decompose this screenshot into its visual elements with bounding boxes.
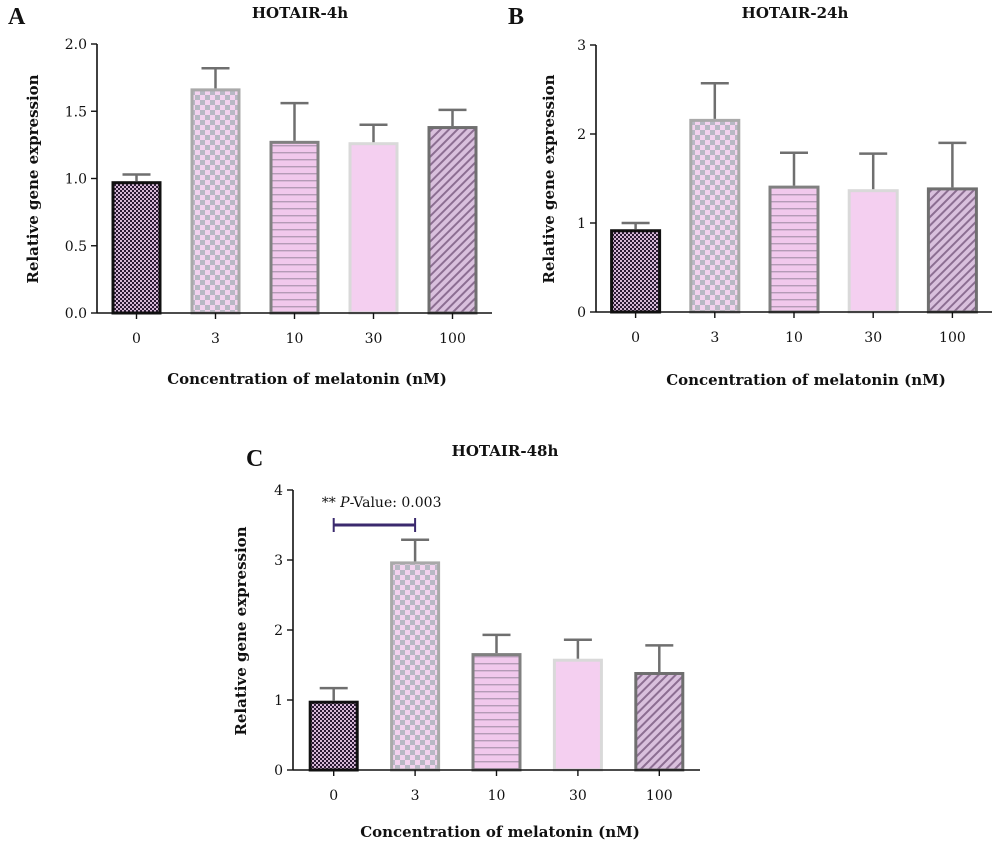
- y-tick-label: 1: [274, 693, 283, 709]
- x-tick-label: 0: [329, 788, 338, 804]
- x-tick-label: 10: [488, 788, 506, 804]
- x-tick-label: 0: [631, 330, 640, 346]
- x-tick-label: 3: [211, 331, 220, 347]
- x-tick-label: 10: [785, 330, 803, 346]
- bar-10: [471, 653, 522, 772]
- bar-100: [427, 126, 478, 315]
- y-tick-label: 2: [577, 127, 586, 143]
- y-tick-label: 0: [274, 763, 283, 779]
- bar-0: [610, 229, 662, 314]
- x-tick-label: 10: [286, 331, 304, 347]
- bar-100: [926, 187, 978, 314]
- chart-title: HOTAIR-48h: [452, 442, 559, 460]
- chart-title: HOTAIR-24h: [742, 4, 849, 22]
- chart-panel-c: C HOTAIR-48h Relative gene expression Co…: [232, 442, 700, 841]
- bar-3: [190, 88, 241, 315]
- x-tick-label: 100: [439, 331, 466, 347]
- x-tick-label: 3: [710, 330, 719, 346]
- bar-30: [847, 189, 899, 314]
- y-tick-label: 3: [577, 38, 586, 54]
- y-tick-label: 1: [577, 216, 586, 232]
- bar-30: [552, 658, 603, 772]
- panel-letter-c: C: [246, 446, 263, 472]
- chart-panel-a: A HOTAIR-4h Relative gene expression Con…: [8, 4, 492, 388]
- y-tick-label: 0.0: [65, 306, 87, 322]
- panel-letter-a: A: [8, 4, 26, 30]
- y-tick-label: 0.5: [65, 239, 87, 255]
- y-tick-label: 3: [274, 553, 283, 569]
- bar-0: [111, 181, 162, 315]
- x-axis-label: Concentration of melatonin (nM): [167, 370, 447, 388]
- bar-10: [768, 185, 820, 314]
- bar-0: [308, 700, 359, 772]
- y-axis-label: Relative gene expression: [24, 74, 42, 283]
- y-tick-label: 0: [577, 305, 586, 321]
- x-tick-label: 30: [569, 788, 587, 804]
- x-tick-label: 0: [132, 331, 141, 347]
- x-tick-label: 30: [864, 330, 882, 346]
- bar-3: [689, 118, 741, 314]
- significance-label: ** P-Value: 0.003: [322, 495, 442, 511]
- bar-30: [348, 142, 399, 315]
- bar-100: [634, 672, 685, 772]
- x-tick-label: 100: [939, 330, 966, 346]
- x-axis-label: Concentration of melatonin (nM): [360, 823, 640, 841]
- chart-title: HOTAIR-4h: [252, 4, 348, 22]
- bar-3: [390, 561, 441, 772]
- y-tick-label: 2: [274, 623, 283, 639]
- panel-letter-b: B: [508, 4, 524, 30]
- x-tick-label: 30: [365, 331, 383, 347]
- x-tick-label: 3: [411, 788, 420, 804]
- x-axis-label: Concentration of melatonin (nM): [666, 371, 946, 389]
- y-tick-label: 4: [274, 483, 283, 499]
- y-tick-label: 1.0: [65, 172, 87, 188]
- y-tick-label: 2.0: [65, 37, 87, 53]
- y-axis-label: Relative gene expression: [540, 74, 558, 283]
- y-axis-label: Relative gene expression: [232, 526, 250, 735]
- bar-10: [269, 140, 320, 315]
- chart-panel-b: B HOTAIR-24h Relative gene expression Co…: [508, 4, 992, 389]
- y-tick-label: 1.5: [65, 104, 87, 120]
- x-tick-label: 100: [646, 788, 673, 804]
